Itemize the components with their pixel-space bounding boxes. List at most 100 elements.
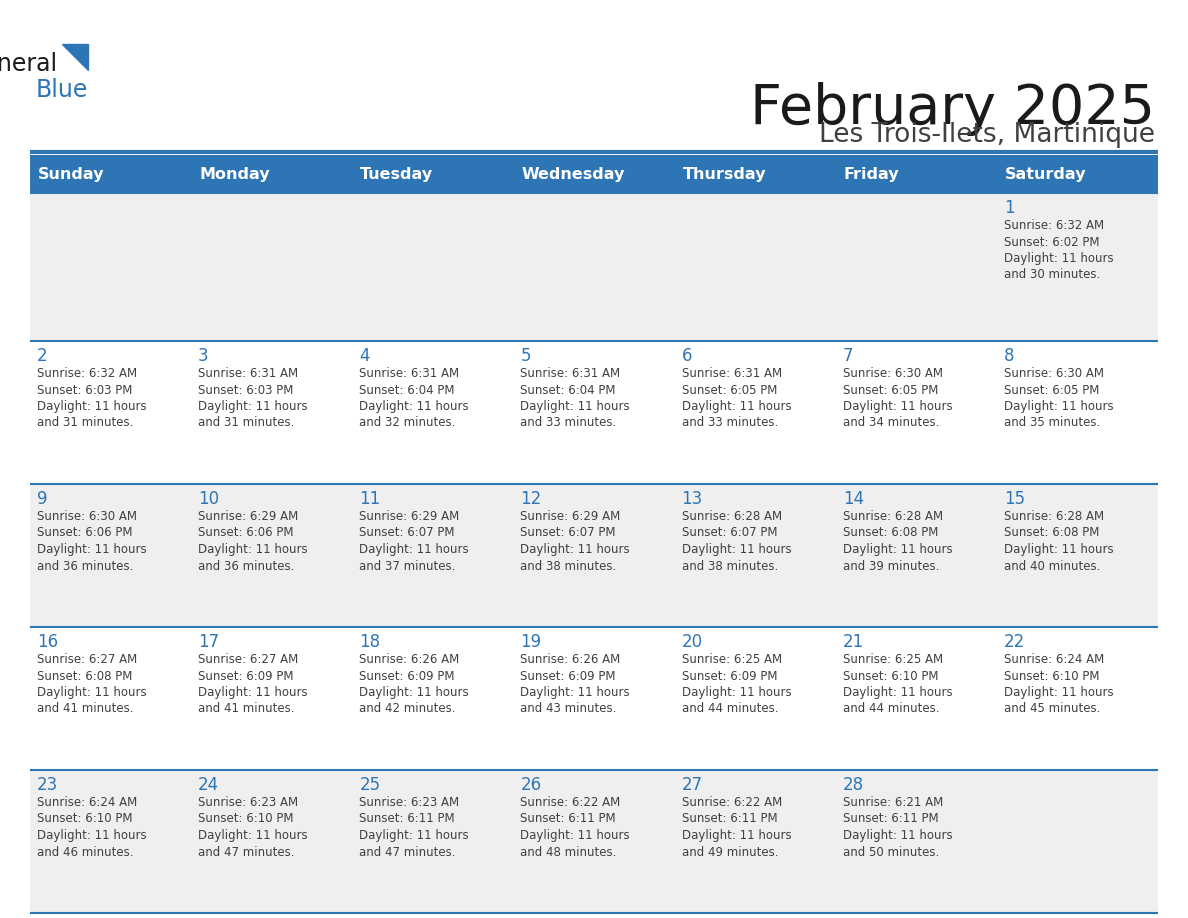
Text: 17: 17	[198, 633, 220, 651]
Text: Monday: Monday	[200, 166, 270, 182]
Text: Sunrise: 6:30 AM: Sunrise: 6:30 AM	[37, 510, 137, 523]
Text: Daylight: 11 hours: Daylight: 11 hours	[37, 829, 146, 842]
Text: 21: 21	[842, 633, 864, 651]
Text: and 49 minutes.: and 49 minutes.	[682, 845, 778, 858]
Text: 13: 13	[682, 490, 703, 508]
Text: Sunrise: 6:22 AM: Sunrise: 6:22 AM	[682, 796, 782, 809]
Text: and 38 minutes.: and 38 minutes.	[520, 559, 617, 573]
Text: Sunrise: 6:29 AM: Sunrise: 6:29 AM	[520, 510, 620, 523]
Text: Sunrise: 6:28 AM: Sunrise: 6:28 AM	[842, 510, 943, 523]
Text: 11: 11	[359, 490, 380, 508]
Text: Daylight: 11 hours: Daylight: 11 hours	[842, 543, 953, 556]
Text: 25: 25	[359, 776, 380, 794]
Text: and 47 minutes.: and 47 minutes.	[359, 845, 456, 858]
Text: Sunrise: 6:22 AM: Sunrise: 6:22 AM	[520, 796, 620, 809]
Text: Sunset: 6:11 PM: Sunset: 6:11 PM	[520, 812, 617, 825]
Text: Sunrise: 6:21 AM: Sunrise: 6:21 AM	[842, 796, 943, 809]
Text: Daylight: 11 hours: Daylight: 11 hours	[842, 829, 953, 842]
Text: Sunrise: 6:30 AM: Sunrise: 6:30 AM	[842, 367, 943, 380]
Text: and 45 minutes.: and 45 minutes.	[1004, 702, 1100, 715]
Text: Sunset: 6:04 PM: Sunset: 6:04 PM	[520, 384, 615, 397]
Text: 18: 18	[359, 633, 380, 651]
Text: February 2025: February 2025	[750, 82, 1155, 136]
Text: and 50 minutes.: and 50 minutes.	[842, 845, 939, 858]
Bar	[30, 627, 1158, 770]
Text: Sunset: 6:10 PM: Sunset: 6:10 PM	[37, 812, 133, 825]
Text: Blue: Blue	[36, 78, 88, 102]
Text: 5: 5	[520, 347, 531, 365]
Text: Sunset: 6:08 PM: Sunset: 6:08 PM	[842, 527, 939, 540]
Text: Sunrise: 6:30 AM: Sunrise: 6:30 AM	[1004, 367, 1104, 380]
Text: 20: 20	[682, 633, 702, 651]
Text: Daylight: 11 hours: Daylight: 11 hours	[520, 400, 630, 413]
Text: Thursday: Thursday	[683, 166, 766, 182]
Text: Sunrise: 6:31 AM: Sunrise: 6:31 AM	[198, 367, 298, 380]
Text: 26: 26	[520, 776, 542, 794]
Text: 28: 28	[842, 776, 864, 794]
Text: 7: 7	[842, 347, 853, 365]
Text: and 32 minutes.: and 32 minutes.	[359, 417, 456, 430]
Text: Daylight: 11 hours: Daylight: 11 hours	[1004, 400, 1113, 413]
Text: Sunrise: 6:26 AM: Sunrise: 6:26 AM	[520, 653, 620, 666]
Text: 4: 4	[359, 347, 369, 365]
Text: Sunset: 6:10 PM: Sunset: 6:10 PM	[842, 669, 939, 682]
Text: Sunrise: 6:31 AM: Sunrise: 6:31 AM	[359, 367, 460, 380]
Text: Sunrise: 6:29 AM: Sunrise: 6:29 AM	[198, 510, 298, 523]
Text: and 43 minutes.: and 43 minutes.	[520, 702, 617, 715]
Text: and 31 minutes.: and 31 minutes.	[37, 417, 133, 430]
Text: 19: 19	[520, 633, 542, 651]
Text: and 38 minutes.: and 38 minutes.	[682, 559, 778, 573]
Text: Friday: Friday	[843, 166, 899, 182]
Text: Sunset: 6:09 PM: Sunset: 6:09 PM	[682, 669, 777, 682]
Text: 1: 1	[1004, 199, 1015, 217]
Text: Sunrise: 6:23 AM: Sunrise: 6:23 AM	[198, 796, 298, 809]
Bar	[30, 341, 1158, 484]
Text: Sunrise: 6:27 AM: Sunrise: 6:27 AM	[37, 653, 138, 666]
Text: Sunrise: 6:28 AM: Sunrise: 6:28 AM	[682, 510, 782, 523]
Text: and 44 minutes.: and 44 minutes.	[682, 702, 778, 715]
Text: Sunset: 6:06 PM: Sunset: 6:06 PM	[37, 527, 133, 540]
Text: and 41 minutes.: and 41 minutes.	[37, 702, 133, 715]
Text: 8: 8	[1004, 347, 1015, 365]
Text: Sunrise: 6:31 AM: Sunrise: 6:31 AM	[682, 367, 782, 380]
Text: Daylight: 11 hours: Daylight: 11 hours	[37, 543, 146, 556]
Text: 15: 15	[1004, 490, 1025, 508]
Text: 27: 27	[682, 776, 702, 794]
Text: Sunrise: 6:25 AM: Sunrise: 6:25 AM	[682, 653, 782, 666]
Text: and 41 minutes.: and 41 minutes.	[198, 702, 295, 715]
Text: Daylight: 11 hours: Daylight: 11 hours	[682, 543, 791, 556]
Text: Saturday: Saturday	[1005, 166, 1086, 182]
Text: Daylight: 11 hours: Daylight: 11 hours	[359, 686, 469, 699]
Text: Daylight: 11 hours: Daylight: 11 hours	[520, 543, 630, 556]
Text: Daylight: 11 hours: Daylight: 11 hours	[520, 686, 630, 699]
Text: Sunrise: 6:26 AM: Sunrise: 6:26 AM	[359, 653, 460, 666]
Text: Sunset: 6:05 PM: Sunset: 6:05 PM	[682, 384, 777, 397]
Text: Sunday: Sunday	[38, 166, 105, 182]
Text: and 30 minutes.: and 30 minutes.	[1004, 268, 1100, 282]
Text: Daylight: 11 hours: Daylight: 11 hours	[37, 400, 146, 413]
Text: 9: 9	[37, 490, 48, 508]
Text: 23: 23	[37, 776, 58, 794]
Text: and 44 minutes.: and 44 minutes.	[842, 702, 940, 715]
Text: Sunset: 6:11 PM: Sunset: 6:11 PM	[682, 812, 777, 825]
Text: Sunrise: 6:25 AM: Sunrise: 6:25 AM	[842, 653, 943, 666]
Text: and 31 minutes.: and 31 minutes.	[198, 417, 295, 430]
Text: 16: 16	[37, 633, 58, 651]
Text: Daylight: 11 hours: Daylight: 11 hours	[198, 543, 308, 556]
Text: Sunset: 6:07 PM: Sunset: 6:07 PM	[520, 527, 615, 540]
Bar	[30, 770, 1158, 913]
Text: Daylight: 11 hours: Daylight: 11 hours	[682, 829, 791, 842]
Text: 10: 10	[198, 490, 220, 508]
Text: Daylight: 11 hours: Daylight: 11 hours	[1004, 543, 1113, 556]
Text: Sunset: 6:07 PM: Sunset: 6:07 PM	[682, 527, 777, 540]
Text: General: General	[0, 52, 58, 76]
Text: Daylight: 11 hours: Daylight: 11 hours	[520, 829, 630, 842]
Text: and 39 minutes.: and 39 minutes.	[842, 559, 939, 573]
Bar	[30, 193, 1158, 341]
Text: Sunset: 6:02 PM: Sunset: 6:02 PM	[1004, 236, 1099, 249]
Text: Sunset: 6:09 PM: Sunset: 6:09 PM	[520, 669, 615, 682]
Text: Sunset: 6:06 PM: Sunset: 6:06 PM	[198, 527, 293, 540]
Text: and 33 minutes.: and 33 minutes.	[520, 417, 617, 430]
Text: and 36 minutes.: and 36 minutes.	[37, 559, 133, 573]
Text: Sunset: 6:07 PM: Sunset: 6:07 PM	[359, 527, 455, 540]
